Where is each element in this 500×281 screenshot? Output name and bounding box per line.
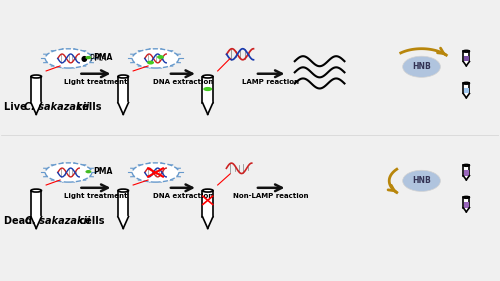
Text: HNB: HNB bbox=[412, 62, 431, 71]
Ellipse shape bbox=[463, 196, 469, 198]
Ellipse shape bbox=[31, 75, 42, 78]
Circle shape bbox=[402, 56, 440, 77]
Polygon shape bbox=[463, 94, 469, 98]
Text: Dead: Dead bbox=[4, 216, 36, 226]
Polygon shape bbox=[202, 217, 213, 228]
Circle shape bbox=[86, 170, 91, 173]
Circle shape bbox=[402, 170, 440, 191]
Polygon shape bbox=[118, 217, 128, 228]
Text: PMA: PMA bbox=[93, 53, 112, 62]
Text: Live: Live bbox=[4, 102, 30, 112]
Text: ● PMA: ● PMA bbox=[80, 54, 106, 63]
Circle shape bbox=[157, 55, 164, 59]
Text: DNA extraction: DNA extraction bbox=[153, 78, 213, 85]
Text: DNA extraction: DNA extraction bbox=[153, 192, 213, 199]
Ellipse shape bbox=[463, 164, 469, 166]
Ellipse shape bbox=[463, 82, 469, 84]
Bar bbox=[463, 197, 469, 208]
Bar bbox=[31, 76, 42, 103]
Ellipse shape bbox=[204, 87, 212, 91]
Ellipse shape bbox=[31, 189, 42, 192]
Polygon shape bbox=[31, 217, 42, 228]
Text: cells: cells bbox=[74, 102, 102, 112]
Bar bbox=[464, 202, 469, 208]
Ellipse shape bbox=[202, 189, 213, 192]
Text: .: . bbox=[98, 63, 99, 64]
Bar bbox=[31, 191, 42, 217]
Bar bbox=[202, 191, 213, 217]
Bar bbox=[464, 56, 469, 62]
Text: Light treatment: Light treatment bbox=[64, 192, 128, 199]
Text: cells: cells bbox=[76, 216, 104, 226]
Ellipse shape bbox=[202, 75, 213, 78]
Text: Non-LAMP reaction: Non-LAMP reaction bbox=[233, 192, 308, 199]
Bar bbox=[118, 191, 128, 217]
Ellipse shape bbox=[132, 49, 179, 68]
Text: Light treatment: Light treatment bbox=[64, 78, 128, 85]
Text: C. sakazakii: C. sakazakii bbox=[25, 216, 90, 226]
Ellipse shape bbox=[463, 50, 469, 52]
Bar bbox=[202, 76, 213, 103]
Ellipse shape bbox=[118, 75, 128, 78]
Bar bbox=[118, 76, 128, 103]
Polygon shape bbox=[463, 176, 469, 180]
Text: PMA: PMA bbox=[93, 167, 112, 176]
Polygon shape bbox=[202, 103, 213, 114]
Polygon shape bbox=[31, 103, 42, 114]
Ellipse shape bbox=[118, 189, 128, 192]
Polygon shape bbox=[463, 62, 469, 66]
Ellipse shape bbox=[45, 163, 92, 182]
Polygon shape bbox=[463, 208, 469, 212]
Polygon shape bbox=[118, 103, 128, 114]
Ellipse shape bbox=[132, 163, 179, 182]
Bar bbox=[464, 88, 469, 94]
Bar bbox=[463, 83, 469, 94]
Bar bbox=[464, 170, 469, 176]
Circle shape bbox=[86, 56, 91, 59]
Text: LAMP reaction: LAMP reaction bbox=[242, 78, 300, 85]
Text: C. sakazakii: C. sakazakii bbox=[24, 102, 89, 112]
Bar bbox=[463, 51, 469, 62]
Circle shape bbox=[147, 61, 154, 65]
Bar bbox=[463, 165, 469, 176]
Text: HNB: HNB bbox=[412, 176, 431, 185]
Ellipse shape bbox=[45, 49, 92, 68]
